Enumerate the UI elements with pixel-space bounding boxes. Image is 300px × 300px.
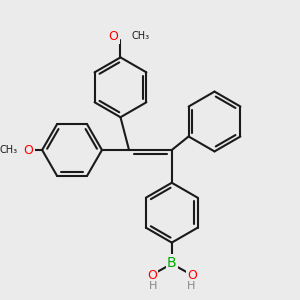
Text: B: B bbox=[167, 256, 177, 269]
Text: O: O bbox=[108, 29, 118, 43]
Text: O: O bbox=[147, 269, 157, 282]
Text: H: H bbox=[148, 281, 157, 291]
Text: CH₃: CH₃ bbox=[0, 145, 18, 155]
Text: H: H bbox=[187, 281, 195, 291]
Text: O: O bbox=[24, 143, 34, 157]
Text: O: O bbox=[187, 269, 197, 282]
Text: CH₃: CH₃ bbox=[132, 31, 150, 41]
